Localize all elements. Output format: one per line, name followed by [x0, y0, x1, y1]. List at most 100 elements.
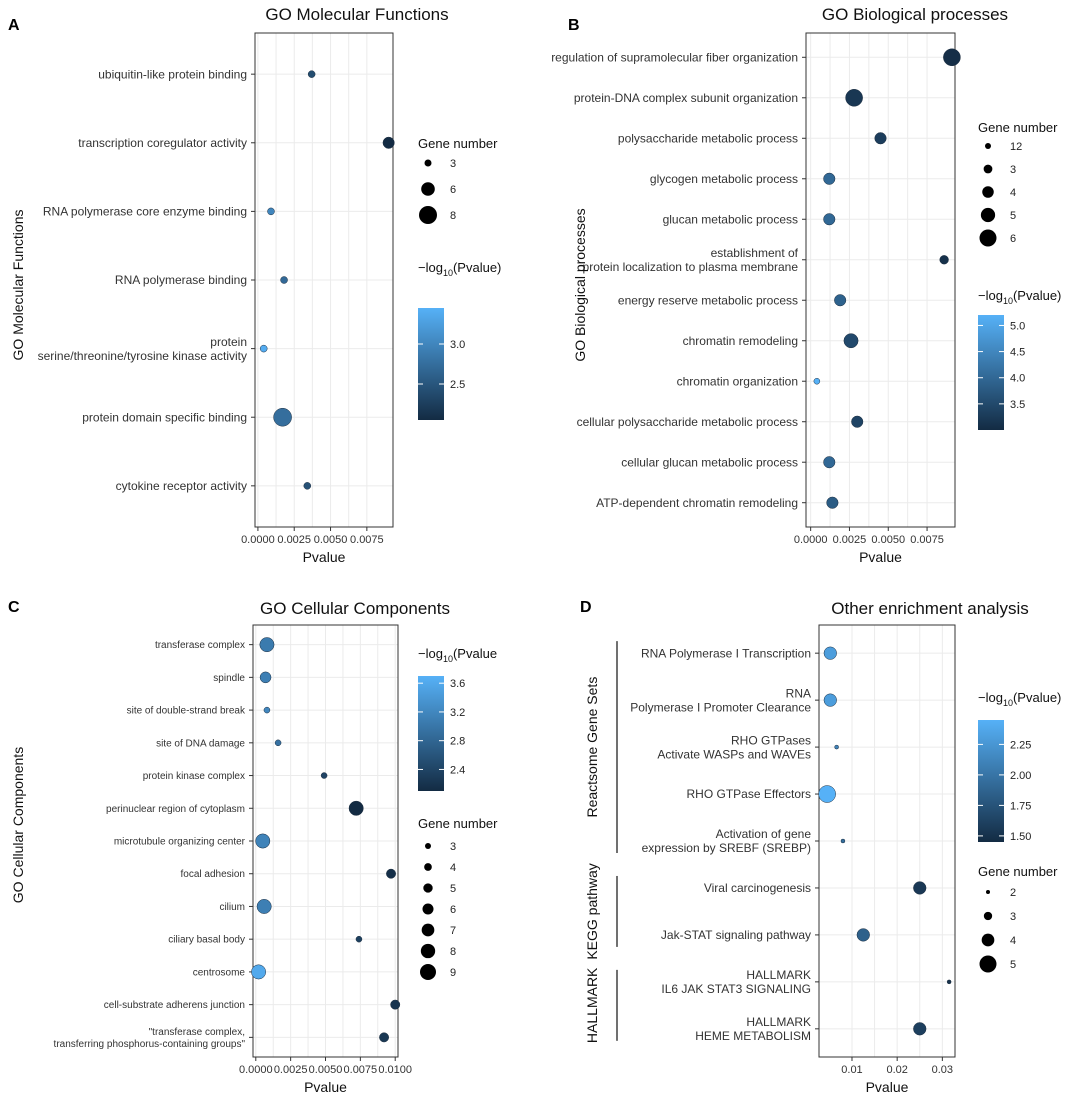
- category-label: RNA: [786, 686, 811, 700]
- color-bar-label: 2.25: [1010, 739, 1031, 751]
- size-legend-dot: [420, 943, 436, 959]
- data-point: [382, 136, 395, 149]
- x-tick-label: 0.0050: [314, 534, 348, 546]
- data-point: [355, 935, 363, 943]
- x-axis-title: Pvalue: [859, 549, 902, 565]
- size-legend-label: 5: [1010, 959, 1016, 971]
- x-tick-label: 0.0100: [378, 1064, 412, 1076]
- category-label: glucan metabolic process: [663, 212, 798, 226]
- data-point: [348, 800, 364, 816]
- category-label: protein localization to plasma membrane: [583, 260, 799, 274]
- color-bar: [978, 720, 1004, 842]
- color-bar-label: 3.2: [450, 707, 465, 719]
- category-label: centrosome: [193, 967, 246, 978]
- category-label: HALLMARK: [746, 968, 811, 982]
- data-point: [834, 744, 839, 750]
- category-label: protein-DNA complex subunit organization: [574, 91, 798, 105]
- size-legend-label: 3: [1010, 911, 1016, 923]
- category-label: site of DNA damage: [156, 738, 245, 749]
- color-legend-title-suffix: (Pvalue): [453, 260, 501, 275]
- size-legend-label: 3: [1010, 164, 1016, 176]
- category-label: Activate WASPs and WAVEs: [657, 747, 811, 761]
- category-label: chromatin organization: [677, 374, 798, 388]
- category-label: HALLMARK: [746, 1015, 811, 1029]
- category-label: "transferase complex,: [149, 1027, 245, 1038]
- size-legend-label: 8: [450, 210, 456, 222]
- size-legend-label: 4: [1010, 935, 1016, 947]
- size-legend-label: 5: [450, 883, 456, 895]
- color-bar-label: 2.5: [450, 379, 465, 391]
- color-bar-label: 2.00: [1010, 770, 1031, 782]
- size-legend-dot: [983, 164, 993, 174]
- data-point: [818, 785, 836, 803]
- plot-frame: [805, 32, 956, 528]
- color-bar-label: 1.75: [1010, 800, 1031, 812]
- data-point: [939, 255, 949, 265]
- size-legend-dot: [421, 923, 435, 937]
- x-tick-label: 0.0075: [344, 1064, 378, 1076]
- data-point: [913, 1022, 927, 1036]
- data-point: [320, 772, 328, 779]
- size-legend-label: 7: [450, 925, 456, 937]
- size-legend-dot: [424, 863, 432, 871]
- category-label: RHO GTPase Effectors: [687, 787, 811, 801]
- x-tick-label: 0.0025: [277, 534, 311, 546]
- size-legend-dot: [425, 843, 431, 849]
- group-label: HALLMARK: [584, 967, 600, 1043]
- x-tick-label: 0.0050: [309, 1064, 343, 1076]
- category-label: regulation of supramolecular fiber organ…: [551, 50, 798, 64]
- data-point: [263, 706, 271, 714]
- category-label: spindle: [213, 673, 245, 684]
- category-label: polysaccharide metabolic process: [618, 131, 798, 145]
- size-legend-label: 6: [450, 904, 456, 916]
- category-label: cilium: [219, 902, 245, 913]
- data-point: [256, 899, 272, 914]
- category-label: RHO GTPases: [731, 733, 811, 747]
- category-label: ATP-dependent chromatin remodeling: [596, 496, 798, 510]
- data-point: [845, 89, 863, 107]
- x-tick-label: 0.0000: [239, 1064, 273, 1076]
- color-legend-title-prefix: −log: [978, 288, 1003, 303]
- size-legend-dot: [423, 883, 433, 893]
- color-bar-label: 4.5: [1010, 347, 1025, 359]
- color-bar-label: 1.50: [1010, 831, 1031, 843]
- category-label: protein domain specific binding: [82, 410, 247, 424]
- category-label: microtubule organizing center: [114, 837, 246, 848]
- data-point: [913, 881, 927, 895]
- size-legend-dot: [421, 182, 435, 196]
- category-label: serine/threonine/tyrosine kinase activit…: [38, 349, 247, 363]
- x-tick-label: 0.0000: [794, 534, 828, 546]
- x-tick-label: 0.0050: [871, 534, 905, 546]
- data-point: [943, 48, 961, 67]
- category-label: energy reserve metabolic process: [618, 293, 798, 307]
- data-point: [273, 407, 292, 427]
- panel-label: D: [580, 599, 592, 616]
- color-bar-label: 3.6: [450, 678, 465, 690]
- category-label: protein: [210, 335, 247, 349]
- data-point: [379, 1032, 389, 1043]
- category-label: perinuclear region of cytoplasm: [106, 804, 245, 815]
- data-point: [259, 637, 275, 653]
- size-legend-title: Gene number: [418, 136, 498, 151]
- panel-d: D Other enrichment analysis RNA Polymerase…: [580, 599, 1061, 1095]
- size-legend-title: Gene number: [978, 864, 1058, 879]
- data-point: [386, 868, 396, 879]
- color-legend-title: −log10(Pvalue): [978, 690, 1061, 708]
- size-legend-dot: [424, 159, 432, 167]
- color-legend-title: −log10(Pvalue): [418, 260, 501, 278]
- size-legend-label: 3: [450, 841, 456, 853]
- color-legend-title-prefix: −log: [978, 690, 1003, 705]
- category-label: cytokine receptor activity: [116, 479, 247, 493]
- size-legend-label: 8: [450, 946, 456, 958]
- data-point: [813, 377, 821, 385]
- size-legend-dot: [980, 207, 996, 223]
- data-point: [840, 838, 846, 844]
- data-point: [834, 294, 847, 307]
- data-point: [823, 213, 836, 226]
- x-tick-label: 0.0025: [274, 1064, 308, 1076]
- color-legend-title-suffix: (Pvalue): [1013, 288, 1061, 303]
- chart-title: GO Molecular Functions: [265, 5, 448, 24]
- category-label: cell-substrate adherens junction: [104, 1000, 245, 1011]
- category-label: RNA polymerase binding: [115, 273, 247, 287]
- data-point: [303, 482, 312, 490]
